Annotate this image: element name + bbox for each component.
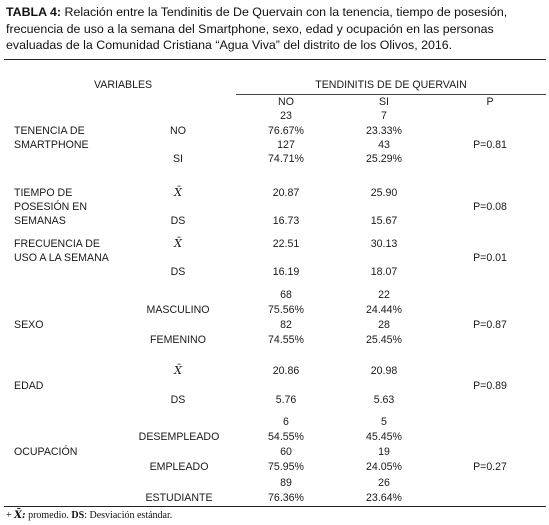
header-variables: VARIABLES bbox=[94, 79, 153, 91]
edad-mean-symbol: X̄ bbox=[174, 364, 182, 377]
sexo-masc-pct-no: 75.56% bbox=[268, 304, 304, 316]
footnote-ds-label: DS bbox=[71, 510, 85, 521]
ocupacion-est-pct-si: 23.64% bbox=[366, 492, 402, 504]
tiempo-ds-label: DS bbox=[170, 215, 186, 227]
edad-mean-no: 20.86 bbox=[272, 365, 300, 377]
sexo-fem-pct-no: 74.55% bbox=[268, 334, 304, 346]
tenencia-si-category: SI bbox=[172, 153, 183, 165]
frecuencia-mean-symbol: X̄ bbox=[174, 237, 182, 250]
sexo-masc-n-si: 22 bbox=[378, 289, 390, 301]
ocupacion-p-value: P=0.27 bbox=[473, 461, 507, 473]
tiempo-label-2: POSESIÓN EN bbox=[14, 201, 87, 213]
sexo-fem-category: FEMENINO bbox=[150, 334, 206, 346]
header-col-no: NO bbox=[278, 96, 294, 108]
bottom-rule bbox=[4, 506, 546, 507]
tenencia-label-1: TENENCIA DE bbox=[14, 125, 85, 137]
frecuencia-label-2: USO A LA SEMANA bbox=[14, 252, 109, 264]
ocupacion-emp-n-si: 19 bbox=[378, 446, 390, 458]
tiempo-ds-si: 15.67 bbox=[370, 215, 398, 227]
tenencia-si-pct-no: 74.71% bbox=[268, 153, 304, 165]
ocupacion-desemp-pct-si: 45.45% bbox=[366, 431, 402, 443]
footnote-mean-text: promedio. bbox=[25, 510, 72, 521]
ocupacion-est-category: ESTUDIANTE bbox=[145, 492, 213, 504]
tenencia-p-value: P=0.81 bbox=[473, 139, 507, 151]
tiempo-mean-si: 25.90 bbox=[370, 187, 398, 199]
edad-ds-label: DS bbox=[170, 394, 186, 406]
tiempo-mean-symbol: X̄ bbox=[174, 186, 182, 199]
tenencia-si-n-si: 43 bbox=[378, 139, 390, 151]
sexo-masc-n-no: 68 bbox=[280, 289, 292, 301]
header-group: TENDINITIS DE DE QUERVAIN bbox=[315, 79, 467, 91]
frecuencia-label-1: FRECUENCIA DE bbox=[14, 238, 100, 250]
ocupacion-desemp-pct-no: 54.55% bbox=[268, 431, 304, 443]
caption-text: Relación entre la Tendinitis de De Querv… bbox=[6, 5, 508, 52]
sexo-p-value: P=0.87 bbox=[473, 319, 507, 331]
footnote-mean-symbol: X̄: bbox=[14, 510, 26, 521]
ocupacion-label: OCUPACIÓN bbox=[14, 446, 78, 458]
ocupacion-desemp-n-si: 5 bbox=[381, 416, 387, 428]
footnote-ds-text: : Desviación estándar. bbox=[84, 510, 173, 521]
edad-ds-si: 5.63 bbox=[373, 394, 395, 406]
footnote-prefix: + bbox=[6, 510, 15, 521]
tiempo-p-value: P=0.08 bbox=[473, 201, 507, 213]
tenencia-si-n-no: 127 bbox=[277, 139, 295, 151]
ocupacion-emp-pct-si: 24.05% bbox=[366, 461, 402, 473]
sexo-fem-n-si: 28 bbox=[378, 319, 390, 331]
tenencia-no-category: NO bbox=[170, 125, 186, 137]
header-subrule bbox=[236, 94, 546, 95]
frecuencia-ds-no: 16.19 bbox=[272, 266, 300, 278]
tiempo-ds-no: 16.73 bbox=[272, 215, 300, 227]
sexo-fem-n-no: 82 bbox=[280, 319, 292, 331]
ocupacion-emp-category: EMPLEADO bbox=[149, 461, 209, 473]
ocupacion-est-n-no: 89 bbox=[280, 477, 292, 489]
ocupacion-emp-pct-no: 75.95% bbox=[268, 461, 304, 473]
tenencia-label-2: SMARTPHONE bbox=[14, 139, 89, 151]
top-rule bbox=[4, 59, 546, 60]
sexo-masc-category: MASCULINO bbox=[146, 304, 210, 316]
tenencia-no-n-si: 7 bbox=[381, 110, 387, 122]
sexo-fem-pct-si: 25.45% bbox=[366, 334, 402, 346]
frecuencia-ds-label: DS bbox=[170, 266, 186, 278]
tiempo-label-3: SEMANAS bbox=[14, 215, 66, 227]
ocupacion-est-pct-no: 76.36% bbox=[268, 492, 304, 504]
table-footnote: + X̄: promedio. DS: Desviación estándar. bbox=[6, 510, 172, 521]
edad-p-value: P=0.89 bbox=[473, 380, 507, 392]
ocupacion-desemp-category: DESEMPLEADO bbox=[138, 431, 220, 443]
sexo-masc-pct-si: 24.44% bbox=[366, 304, 402, 316]
header-col-p: P bbox=[486, 96, 494, 108]
tenencia-no-pct-no: 76.67% bbox=[268, 125, 304, 137]
sexo-label: SEXO bbox=[14, 319, 44, 331]
frecuencia-mean-no: 22.51 bbox=[272, 238, 300, 250]
tiempo-label-1: TIEMPO DE bbox=[14, 187, 73, 199]
frecuencia-ds-si: 18.07 bbox=[370, 266, 398, 278]
ocupacion-emp-n-no: 60 bbox=[280, 446, 292, 458]
edad-ds-no: 5.76 bbox=[275, 394, 297, 406]
ocupacion-est-n-si: 26 bbox=[378, 477, 390, 489]
header-col-si: SI bbox=[378, 96, 389, 108]
edad-label: EDAD bbox=[14, 380, 44, 392]
tenencia-si-pct-si: 25.29% bbox=[366, 153, 402, 165]
tenencia-no-n-no: 23 bbox=[280, 110, 292, 122]
ocupacion-desemp-n-no: 6 bbox=[283, 416, 289, 428]
caption-label: TABLA 4: bbox=[6, 5, 62, 19]
frecuencia-p-value: P=0.01 bbox=[473, 252, 507, 264]
edad-mean-si: 20.98 bbox=[370, 365, 398, 377]
table-caption: TABLA 4: Relación entre la Tendinitis de… bbox=[6, 4, 544, 54]
frecuencia-mean-si: 30.13 bbox=[370, 238, 398, 250]
tiempo-mean-no: 20.87 bbox=[272, 187, 300, 199]
tenencia-no-pct-si: 23.33% bbox=[366, 125, 402, 137]
